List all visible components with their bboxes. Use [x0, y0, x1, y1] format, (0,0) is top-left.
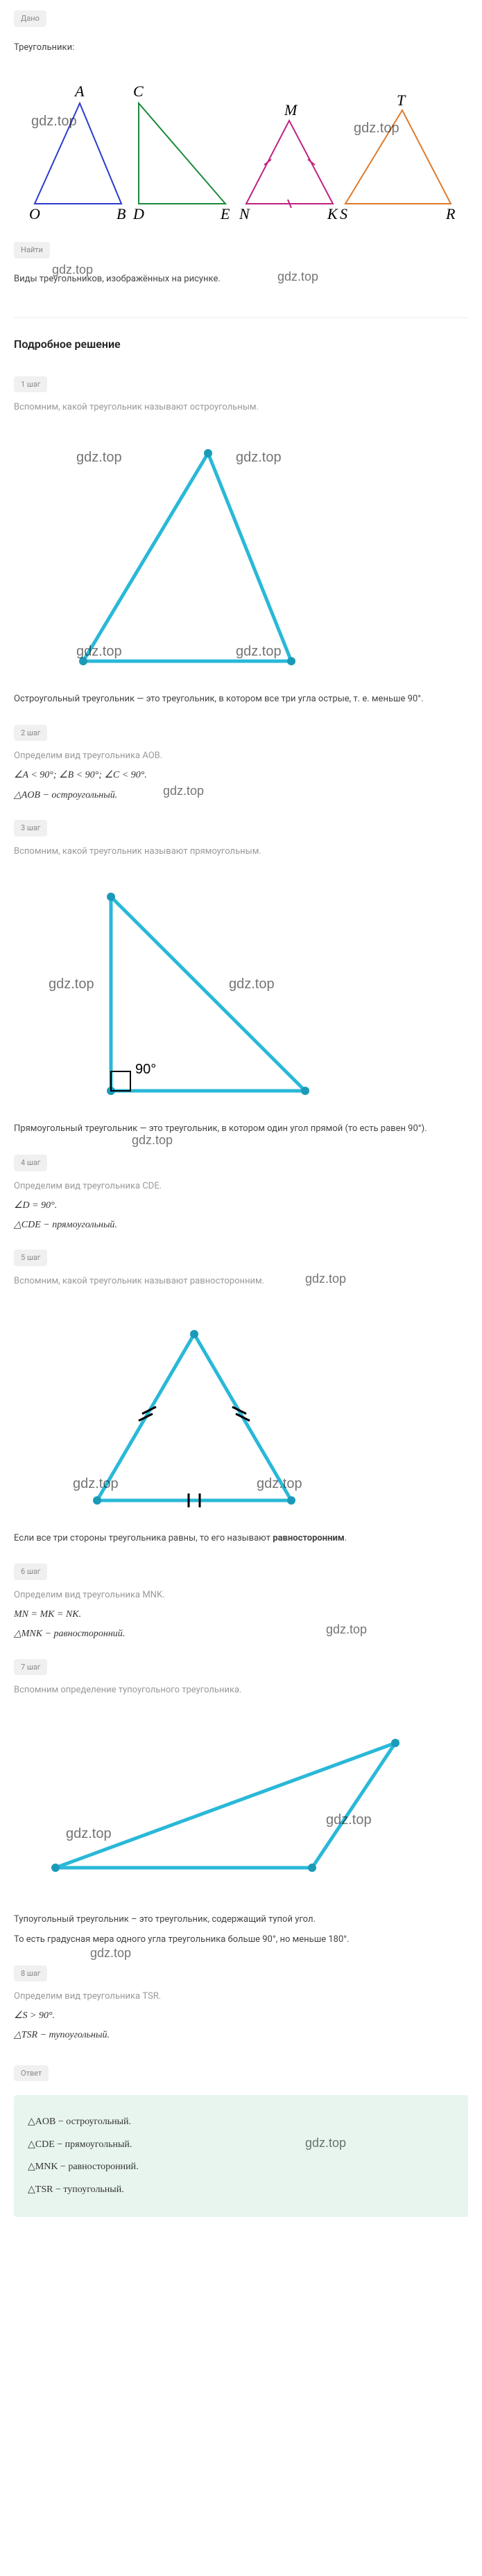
step1-text: Вспомним, какой треугольник называют ост…	[14, 401, 468, 415]
step8-line1: ∠S > 90°.	[14, 2008, 468, 2024]
label-O: O	[29, 205, 40, 222]
obtuse-definition2: То есть градусная мера одного угла треуг…	[14, 1933, 468, 1947]
given-badge: Дано	[14, 10, 46, 27]
label-E: E	[220, 205, 230, 222]
step2-line1: ∠A < 90°; ∠B < 90°; ∠C < 90°.	[14, 768, 468, 783]
solution-title: Подробное решение	[14, 335, 468, 353]
step3-text: Вспомним, какой треугольник называют пря…	[14, 845, 468, 859]
right-definition: Прямоугольный треугольник — это треуголь…	[14, 1122, 468, 1137]
svg-text:90°: 90°	[135, 1062, 156, 1077]
obtuse-definition1: Тупоугольный треугольник – это треугольн…	[14, 1913, 468, 1927]
find-badge: Найти	[14, 242, 50, 259]
step4-line1: ∠D = 90°.	[14, 1198, 468, 1213]
answer-box: △AOB − остроугольный. △CDE − прямоугольн…	[14, 2095, 468, 2217]
step2-badge: 2 шаг	[14, 725, 47, 742]
label-A: A	[74, 82, 85, 100]
label-B: B	[117, 205, 126, 222]
given-figure: A C M T O B D E N K S R gdz.top gdz.top	[14, 65, 468, 231]
divider	[14, 317, 468, 318]
answer-3: △MNK − равносторонний.	[28, 2159, 454, 2175]
step6-line1: MN = MK = NK.	[14, 1607, 468, 1622]
label-R: R	[445, 205, 456, 222]
label-D: D	[132, 205, 144, 222]
answer-2: △CDE − прямоугольный.	[28, 2137, 454, 2153]
label-N: N	[239, 205, 250, 222]
label-M: M	[284, 101, 298, 119]
step7-text: Вспомним определение тупоугольного треуг…	[14, 1683, 468, 1698]
step5-text: Вспомним, какой треугольник называют рав…	[14, 1274, 468, 1289]
step8-line2: △TSR − тупоугольный.	[14, 2028, 468, 2043]
obtuse-figure: gdz.top gdz.top	[14, 1708, 468, 1902]
step6-intro: Определим вид треугольника MNK.	[14, 1588, 468, 1603]
step4-intro: Определим вид треугольника CDE.	[14, 1180, 468, 1194]
step3-badge: 3 шаг	[14, 820, 47, 836]
equilateral-definition: Если все три стороны треугольника равны,…	[14, 1532, 468, 1546]
acute-figure: gdz.top gdz.top gdz.top gdz.top	[14, 426, 468, 682]
answer-4: △TSR − тупоугольный.	[28, 2182, 454, 2198]
step1-badge: 1 шаг	[14, 376, 47, 393]
step5-badge: 5 шаг	[14, 1250, 47, 1266]
label-S: S	[340, 205, 347, 222]
step2-intro: Определим вид треугольника AOB.	[14, 749, 468, 764]
step6-line2: △MNK − равносторонний.	[14, 1627, 468, 1642]
label-C: C	[133, 82, 144, 100]
step8-intro: Определим вид треугольника TSR.	[14, 1990, 468, 2004]
answer-1: △AOB − остроугольный.	[28, 2114, 454, 2130]
eq-def-bold: равносторонним	[273, 1533, 344, 1543]
eq-def-suffix: .	[345, 1533, 347, 1543]
label-T: T	[397, 91, 406, 109]
right-figure: 90° gdz.top gdz.top	[14, 869, 468, 1112]
step6-badge: 6 шаг	[14, 1563, 47, 1580]
eq-def-prefix: Если все три стороны треугольника равны,…	[14, 1533, 273, 1543]
find-text: Виды треугольников, изображённых на рису…	[14, 272, 468, 287]
equilateral-figure: gdz.top gdz.top	[14, 1299, 468, 1521]
step8-badge: 8 шаг	[14, 1965, 47, 1982]
step2-line2: △AOB − остроугольный.	[14, 788, 468, 803]
acute-definition: Остроугольный треугольник — это треуголь…	[14, 692, 468, 707]
answer-badge: Ответ	[14, 2065, 49, 2082]
given-label: Треугольники:	[14, 41, 468, 55]
step7-badge: 7 шаг	[14, 1659, 47, 1676]
step4-line2: △CDE − прямоугольный.	[14, 1218, 468, 1233]
step4-badge: 4 шаг	[14, 1155, 47, 1171]
label-K: K	[327, 205, 338, 222]
